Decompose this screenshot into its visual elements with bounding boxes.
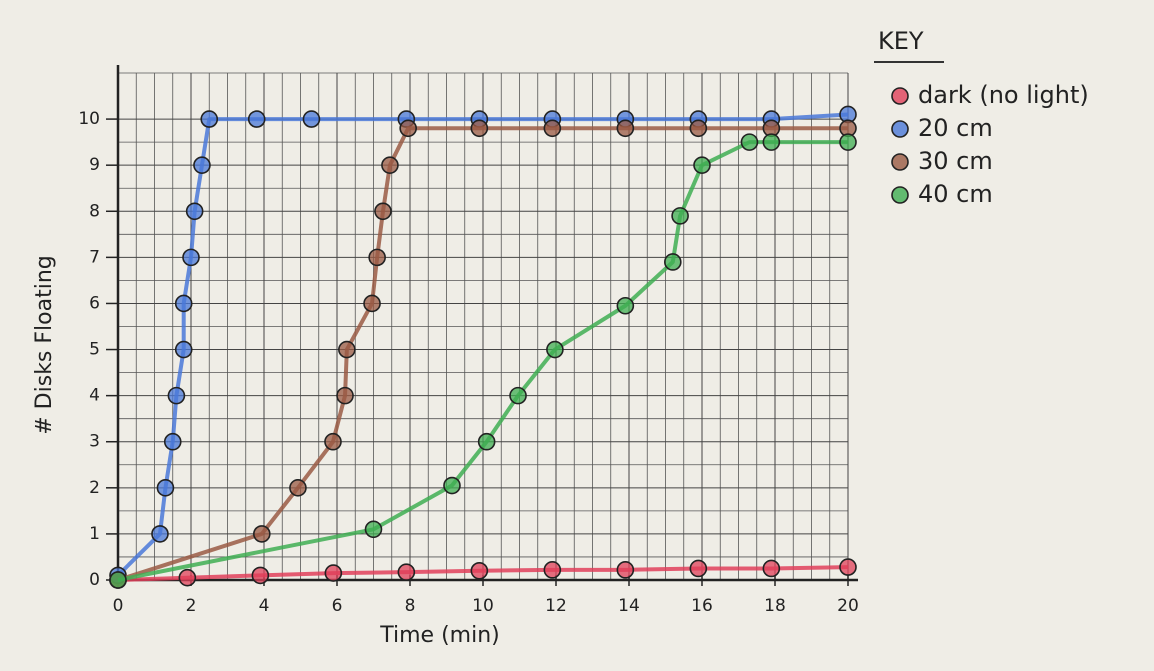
- legend-swatch: [892, 187, 908, 203]
- y-tick-label: 1: [89, 524, 100, 544]
- data-point: [290, 480, 306, 496]
- data-point: [179, 570, 195, 586]
- data-point: [364, 295, 380, 311]
- data-point: [183, 249, 199, 265]
- data-point: [157, 480, 173, 496]
- data-point: [165, 434, 181, 450]
- data-point: [617, 120, 633, 136]
- data-point: [201, 111, 217, 127]
- data-point: [254, 526, 270, 542]
- data-point: [544, 562, 560, 578]
- legend-label: dark (no light): [918, 81, 1089, 109]
- data-point: [303, 111, 319, 127]
- data-point: [152, 526, 168, 542]
- legend-swatch: [892, 154, 908, 170]
- data-point: [176, 295, 192, 311]
- legend-label: 20 cm: [918, 114, 993, 142]
- legend-title: KEY: [878, 27, 924, 55]
- data-point: [479, 434, 495, 450]
- data-point: [110, 572, 126, 588]
- x-tick-label: 4: [259, 596, 270, 616]
- y-tick-label: 10: [78, 109, 100, 129]
- data-point: [325, 434, 341, 450]
- data-point: [444, 478, 460, 494]
- data-point: [694, 157, 710, 173]
- legend-swatch: [892, 88, 908, 104]
- legend-label: 30 cm: [918, 147, 993, 175]
- data-point: [763, 560, 779, 576]
- data-point: [168, 388, 184, 404]
- y-tick-label: 9: [89, 155, 100, 175]
- data-point: [176, 342, 192, 358]
- x-tick-label: 10: [472, 596, 494, 616]
- y-tick-label: 4: [89, 386, 100, 406]
- data-point: [665, 254, 681, 270]
- data-point: [337, 388, 353, 404]
- data-point: [400, 120, 416, 136]
- y-tick-label: 7: [89, 247, 100, 267]
- x-tick-label: 2: [186, 596, 197, 616]
- data-point: [690, 560, 706, 576]
- x-tick-label: 20: [837, 596, 859, 616]
- x-tick-label: 18: [764, 596, 786, 616]
- y-axis-label: # Disks Floating: [32, 255, 57, 435]
- data-point: [471, 120, 487, 136]
- x-tick-label: 8: [405, 596, 416, 616]
- data-point: [672, 208, 688, 224]
- data-point: [375, 203, 391, 219]
- x-tick-label: 6: [332, 596, 343, 616]
- y-tick-label: 0: [89, 570, 100, 590]
- x-tick-label: 0: [113, 596, 124, 616]
- data-point: [617, 562, 633, 578]
- data-point: [547, 342, 563, 358]
- y-tick-label: 6: [89, 293, 100, 313]
- data-point: [249, 111, 265, 127]
- data-point: [194, 157, 210, 173]
- data-point: [840, 134, 856, 150]
- data-point: [325, 565, 341, 581]
- x-tick-label: 12: [545, 596, 567, 616]
- data-point: [366, 521, 382, 537]
- data-point: [741, 134, 757, 150]
- legend-swatch: [892, 121, 908, 137]
- x-tick-label: 14: [618, 596, 640, 616]
- data-point: [187, 203, 203, 219]
- y-tick-label: 3: [89, 432, 100, 452]
- data-point: [510, 388, 526, 404]
- data-point: [369, 249, 385, 265]
- data-point: [252, 567, 268, 583]
- data-point: [382, 157, 398, 173]
- data-point: [690, 120, 706, 136]
- data-point: [544, 120, 560, 136]
- data-point: [763, 134, 779, 150]
- y-tick-label: 5: [89, 340, 100, 360]
- data-point: [471, 563, 487, 579]
- data-point: [840, 559, 856, 575]
- y-tick-label: 8: [89, 201, 100, 221]
- chart: Time (min) # Disks Floating KEY 02468101…: [0, 0, 1154, 671]
- data-point: [398, 564, 414, 580]
- legend-label: 40 cm: [918, 180, 993, 208]
- x-tick-label: 16: [691, 596, 713, 616]
- y-tick-label: 2: [89, 478, 100, 498]
- data-point: [339, 342, 355, 358]
- data-point: [617, 298, 633, 314]
- x-axis-label: Time (min): [379, 623, 500, 648]
